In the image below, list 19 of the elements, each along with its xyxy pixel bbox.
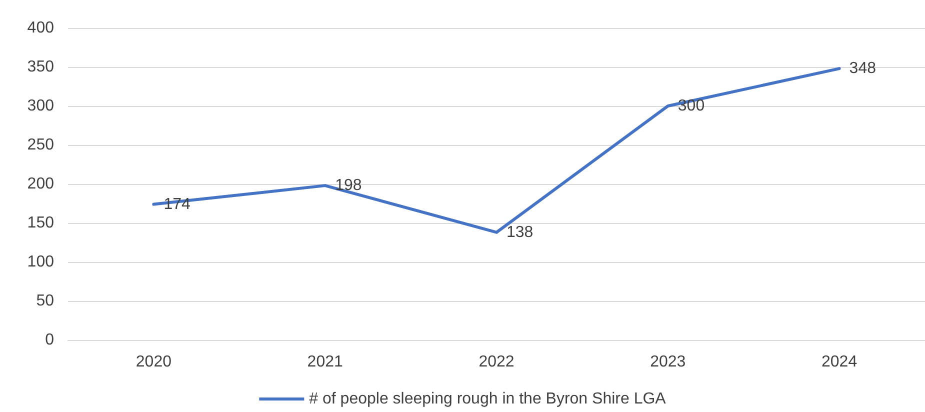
y-tick-label: 200 — [27, 176, 54, 192]
data-label: 138 — [506, 224, 534, 241]
y-tick-label: 100 — [27, 254, 54, 270]
y-tick-label: 250 — [27, 136, 54, 154]
x-tick-label: 2021 — [307, 354, 343, 370]
y-tick-label: 350 — [27, 58, 54, 76]
x-tick-label: 2020 — [136, 354, 172, 370]
data-label: 198 — [335, 177, 362, 194]
data-label: 300 — [678, 98, 705, 114]
data-label: 348 — [849, 60, 876, 78]
y-tick-label: 0 — [45, 332, 54, 348]
x-tick-label: 2024 — [822, 354, 858, 370]
y-tick-label: 300 — [27, 98, 54, 114]
y-tick-label: 50 — [36, 292, 54, 310]
x-tick-label: 2023 — [650, 354, 686, 370]
y-tick-label: 150 — [27, 214, 54, 232]
legend-label: # of people sleeping rough in the Byron Shire LGA — [309, 390, 666, 408]
x-tick-label: 2022 — [478, 354, 514, 370]
y-tick-label: 400 — [27, 20, 54, 36]
